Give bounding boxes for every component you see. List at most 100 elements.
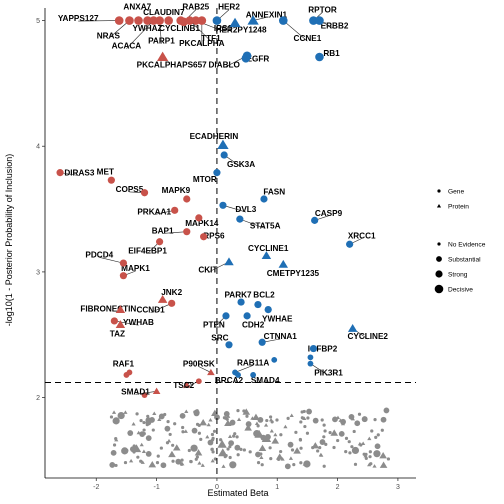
label-connector [99, 257, 124, 264]
background-point [254, 421, 260, 425]
background-point [300, 410, 304, 414]
background-point [136, 455, 140, 459]
background-point [148, 460, 157, 468]
point-label: BAP1 [152, 226, 174, 235]
background-point [322, 464, 326, 468]
point-label: CYCLINE1 [248, 244, 289, 253]
background-point [318, 446, 322, 450]
background-point [319, 439, 326, 445]
background-point [164, 425, 171, 432]
data-point [254, 300, 262, 309]
background-point [125, 448, 129, 453]
data-point [217, 139, 229, 150]
background-point [293, 447, 301, 454]
background-point [152, 411, 157, 416]
data-point [156, 51, 169, 62]
background-point [197, 461, 202, 465]
point-label: CCNE1 [294, 34, 322, 43]
point-label: PTEN [203, 321, 225, 330]
data-point [115, 305, 126, 313]
legend-shape-key [437, 189, 441, 193]
background-point [131, 422, 136, 426]
data-point [307, 354, 314, 361]
background-point [239, 447, 243, 451]
legend-shape-key [436, 204, 442, 208]
label-connector [126, 20, 154, 49]
data-point [200, 233, 208, 241]
background-point [165, 441, 170, 445]
background-point [357, 441, 362, 446]
background-point [299, 446, 303, 450]
background-point [257, 416, 264, 423]
background-point [166, 420, 170, 424]
data-point [229, 17, 241, 28]
data-point [309, 16, 318, 25]
background-point [189, 459, 193, 464]
background-point [109, 462, 116, 468]
background-point [208, 417, 213, 422]
label-connector [234, 365, 254, 373]
background-point [228, 445, 232, 449]
background-point [171, 443, 175, 447]
background-point [260, 463, 264, 467]
label-connector [135, 390, 157, 395]
background-point [305, 431, 310, 435]
point-label: BRCA2 [215, 376, 244, 385]
non-significant-points [109, 407, 391, 470]
data-point [155, 16, 164, 25]
background-point [145, 435, 152, 442]
point-label: FIBRONECTIN [80, 304, 136, 313]
background-point [181, 425, 185, 430]
data-point [260, 195, 268, 203]
point-label: CASP9 [315, 209, 343, 218]
background-point [311, 446, 315, 450]
background-point [354, 420, 361, 427]
background-point [212, 429, 217, 433]
point-label: MTOR [193, 175, 217, 184]
background-point [242, 409, 246, 413]
data-point [197, 16, 207, 25]
point-label: ANNEXIN1 [246, 10, 288, 19]
background-point [131, 444, 142, 453]
background-point [256, 461, 261, 465]
data-point [141, 392, 148, 398]
background-point [183, 429, 188, 433]
point-label: TTF1 [201, 34, 221, 43]
data-point [237, 298, 245, 306]
background-point [316, 449, 320, 453]
data-point [143, 16, 152, 25]
data-point [307, 360, 314, 367]
point-label: RPS6 [203, 231, 225, 240]
point-label: RPTOR [308, 5, 337, 14]
background-point [348, 451, 352, 455]
background-point [374, 443, 381, 450]
background-point [114, 437, 118, 441]
background-point [289, 413, 294, 418]
background-point [273, 432, 278, 437]
label-connector [222, 205, 246, 213]
data-point [315, 16, 324, 25]
background-point [275, 418, 279, 422]
label-connector [150, 303, 172, 313]
background-point [263, 423, 269, 427]
background-point [127, 430, 134, 436]
data-point [157, 295, 168, 303]
background-point [172, 444, 181, 451]
background-point [312, 417, 319, 424]
background-point [139, 442, 144, 447]
background-point [244, 424, 252, 431]
point-label: IRS1 [214, 24, 233, 33]
point-label: ACACA [112, 42, 142, 51]
background-point [228, 440, 235, 446]
background-point [200, 463, 205, 467]
background-point [171, 459, 175, 463]
background-point [242, 408, 251, 415]
background-point [210, 432, 215, 437]
data-point [346, 240, 354, 248]
background-point [299, 420, 303, 424]
data-point [222, 312, 230, 320]
background-point [353, 462, 358, 466]
data-point [247, 15, 259, 25]
background-point [323, 429, 327, 433]
point-label: RAF1 [113, 360, 135, 369]
